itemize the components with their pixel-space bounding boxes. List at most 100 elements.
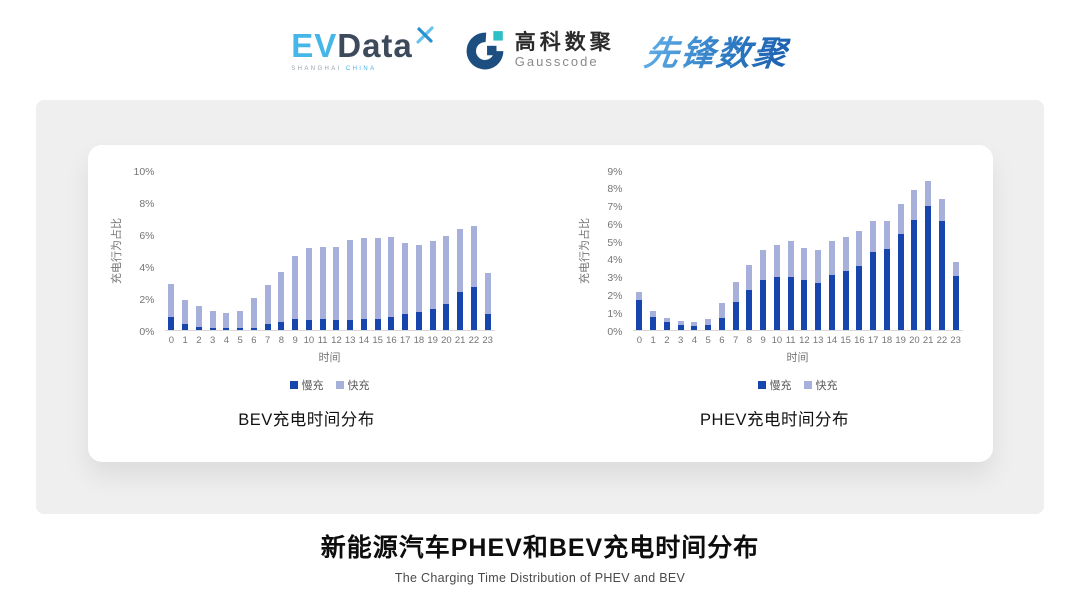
- evdata-shanghai-text: SHANGHAI: [291, 65, 342, 72]
- plot-area: 充电行为占比 9% 8% 7% 6% 5% 4% 3% 2% 1% 0%: [579, 166, 963, 338]
- gausscode-cn-name: 高科数聚: [514, 30, 615, 54]
- bar-segment-慢充: [360, 318, 367, 330]
- bar-segment-快充: [195, 306, 202, 327]
- stacked-bar: [264, 285, 271, 330]
- x-tick-label: 1: [650, 335, 656, 346]
- bar-slot: [688, 171, 702, 330]
- bar-segment-慢充: [250, 327, 257, 330]
- stacked-bar: [415, 245, 422, 330]
- bar-segment-快充: [168, 283, 175, 318]
- bar-slot: [894, 171, 908, 330]
- x-axis-title: 时间: [786, 352, 809, 364]
- bar-segment-慢充: [897, 234, 904, 330]
- x-tick-label: 2: [196, 335, 202, 346]
- bar-slot: [674, 171, 688, 330]
- bar-segment-快充: [691, 322, 698, 326]
- x-tick-label: 21: [922, 335, 934, 346]
- bar-segment-慢充: [374, 318, 381, 330]
- stacked-bar: [911, 189, 918, 330]
- header-logo-strip: EV Data SHANGHAI CHINA 高科数聚 Gausscode 先锋数…: [0, 0, 1080, 100]
- bar-segment-快充: [292, 256, 299, 319]
- bar-segment-慢充: [209, 327, 216, 330]
- bar-segment-慢充: [760, 280, 767, 330]
- bar-slot: [357, 171, 371, 330]
- stacked-bar: [815, 250, 822, 330]
- chart-title: BEV充电时间分布: [238, 411, 375, 429]
- bar-segment-快充: [209, 310, 216, 328]
- y-axis-title: 充电行为占比: [578, 217, 591, 284]
- bar-slot: [398, 171, 412, 330]
- x-tick-label: 20: [909, 335, 920, 346]
- x-tick-label: 0: [636, 335, 643, 346]
- gausscode-logo: 高科数聚 Gausscode: [465, 29, 615, 71]
- bar-segment-快充: [457, 229, 464, 292]
- stacked-bar: [787, 241, 794, 330]
- stacked-bar: [250, 298, 257, 330]
- bar-segment-慢充: [319, 318, 326, 330]
- bar-slot: [729, 171, 743, 330]
- x-tick-label: 10: [771, 335, 783, 346]
- stacked-bar: [718, 302, 725, 330]
- stacked-bar: [746, 265, 753, 330]
- x-tick-label: 19: [427, 335, 438, 346]
- bar-slot: [770, 171, 784, 330]
- bar-segment-快充: [787, 241, 794, 277]
- bar-segment-快充: [897, 203, 904, 234]
- bar-slot: [288, 171, 302, 330]
- bar-segment-慢充: [650, 316, 657, 330]
- stacked-bar: [801, 248, 808, 330]
- stacked-bar: [182, 299, 189, 330]
- bar-segment-慢充: [677, 324, 684, 330]
- stacked-bar: [374, 238, 381, 330]
- bar-segment-慢充: [870, 251, 877, 330]
- bar-slot: [343, 171, 357, 330]
- x-tick-label: 9: [292, 335, 298, 346]
- evdata-spark-icon: [416, 25, 434, 44]
- bar-slot: [261, 171, 275, 330]
- legend-item-慢充: 慢充: [289, 377, 324, 393]
- bar-segment-快充: [443, 236, 450, 305]
- bar-slot: [302, 171, 316, 330]
- evdata-ev-text: EV: [291, 26, 338, 64]
- evdata-subtitle: SHANGHAI CHINA: [291, 66, 376, 72]
- bar-segment-慢充: [292, 318, 299, 330]
- bar-slot: [633, 171, 647, 330]
- legend-label: 慢充: [769, 380, 792, 392]
- evdata-data-text: Data: [337, 26, 413, 64]
- bar-segment-快充: [278, 272, 285, 322]
- bar-segment-快充: [305, 247, 312, 320]
- x-tick-label: 13: [344, 335, 356, 346]
- y-tick-label: 7%: [607, 201, 623, 214]
- stacked-bar: [292, 256, 299, 330]
- y-tick-label: 8%: [607, 183, 623, 196]
- x-axis-labels: 0 1 2 3 4 5 6 7 8 9 10 11 12 13 14 15 16 17 18 19 20 21 22 23: [165, 335, 495, 346]
- x-axis-labels: 0 1 2 3 4 5 6 7 8 9 10 11 12 13 14 15 16 17 18 19 20 21 22 23: [633, 335, 963, 346]
- gausscode-en-name: Gausscode: [514, 54, 599, 70]
- bar-slot: [798, 171, 812, 330]
- y-tick-label: 0%: [139, 325, 155, 338]
- bar-segment-快充: [925, 180, 932, 206]
- stacked-bar: [237, 310, 244, 330]
- bar-slot: [866, 171, 880, 330]
- bar-segment-快充: [828, 241, 835, 275]
- stacked-bar: [360, 238, 367, 330]
- bar-segment-慢充: [663, 322, 670, 330]
- stacked-bar: [842, 236, 849, 330]
- legend: 慢充 快充: [165, 377, 495, 393]
- x-tick-label: 2: [664, 335, 670, 346]
- y-tick-label: 1%: [607, 307, 623, 320]
- stacked-bar: [636, 291, 643, 330]
- bar-segment-慢充: [636, 299, 643, 330]
- stacked-bar: [705, 318, 712, 330]
- bar-segment-快充: [347, 240, 354, 320]
- bar-segment-快充: [415, 245, 422, 313]
- stacked-bar: [883, 220, 890, 330]
- bar-segment-慢充: [705, 324, 712, 330]
- evdata-china-text: CHINA: [345, 65, 377, 72]
- bar-segment-慢充: [801, 280, 808, 330]
- bev-chart: 充电行为占比 10% 8% 6% 4% 2% 0% 0 1 2 3 4 5 6 7 8 9 10 11 12 13 14 1…: [109, 166, 505, 462]
- bar-slot: [715, 171, 729, 330]
- chart-title: PHEV充电时间分布: [700, 411, 849, 429]
- bar-slot: [825, 171, 839, 330]
- bar-segment-慢充: [333, 320, 340, 330]
